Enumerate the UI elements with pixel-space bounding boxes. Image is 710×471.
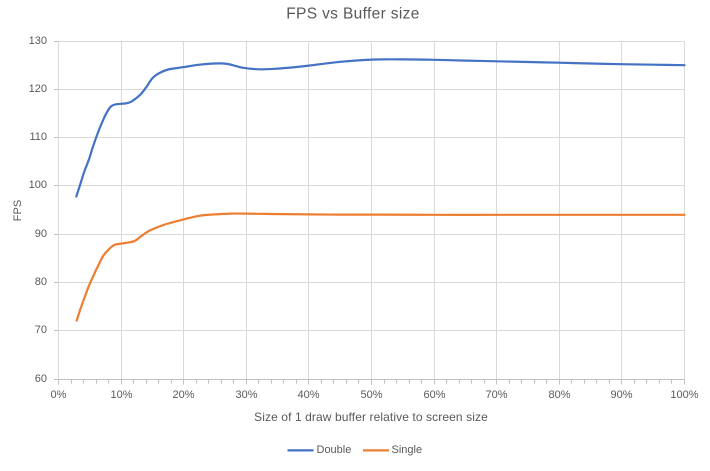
svg-text:90: 90 — [35, 228, 47, 240]
svg-text:70%: 70% — [485, 389, 507, 401]
svg-text:10%: 10% — [110, 389, 132, 401]
svg-text:20%: 20% — [172, 389, 194, 401]
svg-text:70: 70 — [35, 324, 47, 336]
svg-text:0%: 0% — [51, 389, 67, 401]
svg-text:110: 110 — [29, 131, 47, 143]
svg-text:30%: 30% — [235, 389, 257, 401]
svg-text:100%: 100% — [670, 389, 698, 401]
svg-text:80: 80 — [35, 276, 47, 288]
svg-text:130: 130 — [29, 35, 47, 47]
svg-text:FPS: FPS — [12, 200, 24, 221]
svg-text:60: 60 — [35, 373, 47, 385]
svg-text:40%: 40% — [297, 389, 319, 401]
svg-text:Double: Double — [317, 444, 352, 456]
svg-text:90%: 90% — [610, 389, 632, 401]
svg-text:Size of 1 draw buffer relative: Size of 1 draw buffer relative to screen… — [254, 410, 488, 424]
svg-text:FPS vs Buffer size: FPS vs Buffer size — [286, 6, 420, 23]
svg-text:50%: 50% — [360, 389, 382, 401]
svg-text:100: 100 — [29, 179, 47, 191]
svg-text:60%: 60% — [423, 389, 445, 401]
svg-text:120: 120 — [29, 83, 47, 95]
svg-text:80%: 80% — [548, 389, 570, 401]
svg-text:Single: Single — [392, 444, 423, 456]
